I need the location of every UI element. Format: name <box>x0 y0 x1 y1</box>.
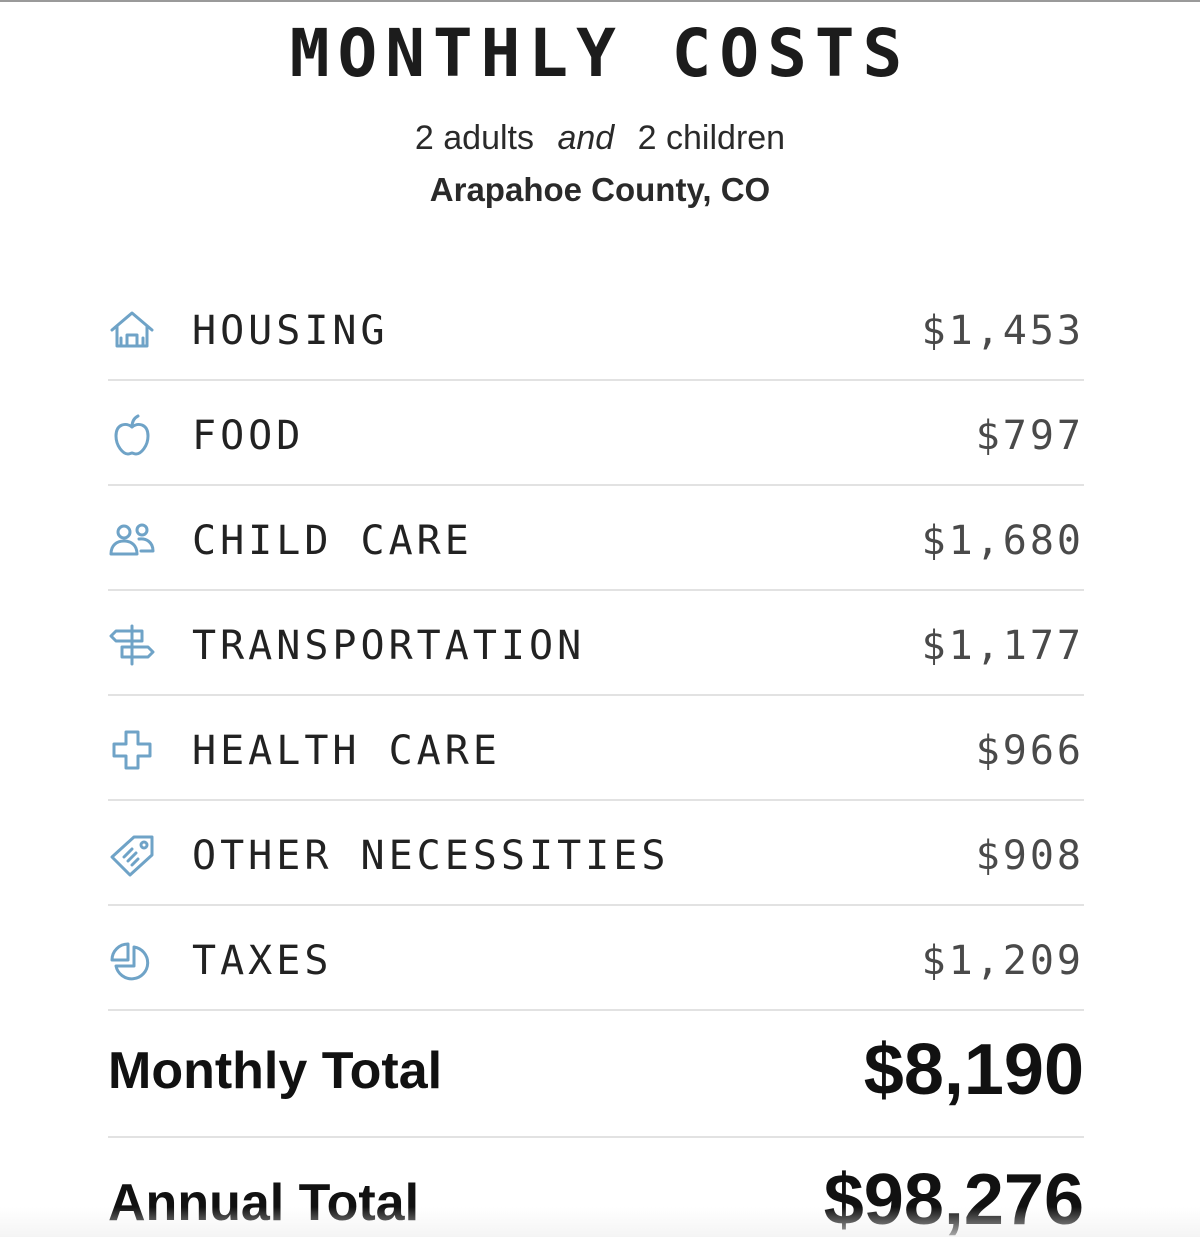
cost-label: FOOD <box>192 413 305 459</box>
pie-chart-icon <box>108 938 156 982</box>
cost-amount: $1,209 <box>921 938 1084 984</box>
cost-amount: $966 <box>975 728 1084 774</box>
annual-total-label: Annual Total <box>108 1174 420 1232</box>
cost-row-other-necessities: OTHER NECESSITIES $908 <box>108 801 1084 906</box>
signpost-icon <box>108 623 156 667</box>
price-tag-icon <box>108 833 156 877</box>
cost-amount: $1,680 <box>921 518 1084 564</box>
monthly-total-row: Monthly Total $8,190 <box>108 1000 1084 1138</box>
monthly-total-label: Monthly Total <box>108 1042 443 1100</box>
cost-amount: $1,453 <box>921 308 1084 354</box>
cost-amount: $797 <box>975 413 1084 459</box>
conjunction: and <box>557 119 615 157</box>
household-description: 2 adults and 2 children <box>0 116 1200 160</box>
location-label: Arapahoe County, CO <box>429 171 771 208</box>
cost-label: CHILD CARE <box>192 518 473 564</box>
cost-amount: $908 <box>975 833 1084 879</box>
cost-row-taxes: TAXES $1,209 <box>108 906 1084 1011</box>
cost-label: TRANSPORTATION <box>192 623 586 669</box>
cost-list: HOUSING $1,453 FOOD $797 <box>108 276 1084 1011</box>
cost-amount: $1,177 <box>921 623 1084 669</box>
annual-total-row: Annual Total $98,276 <box>108 1140 1084 1237</box>
cost-label: TAXES <box>192 938 333 984</box>
cost-row-child-care: CHILD CARE $1,680 <box>108 486 1084 591</box>
medical-cross-icon <box>108 728 156 772</box>
cost-label: HOUSING <box>192 308 389 354</box>
house-icon <box>108 308 156 352</box>
children-count: 2 children <box>637 119 786 157</box>
cost-label: HEALTH CARE <box>192 728 501 774</box>
annual-total-value: $98,276 <box>823 1160 1084 1237</box>
people-icon <box>108 518 156 562</box>
page-title: MONTHLY COSTS <box>289 15 911 92</box>
apple-icon <box>108 413 156 457</box>
cost-label: OTHER NECESSITIES <box>192 833 670 879</box>
cost-row-housing: HOUSING $1,453 <box>108 276 1084 381</box>
cost-row-food: FOOD $797 <box>108 381 1084 486</box>
cost-row-transportation: TRANSPORTATION $1,177 <box>108 591 1084 696</box>
monthly-total-value: $8,190 <box>863 1030 1084 1110</box>
cost-row-health-care: HEALTH CARE $966 <box>108 696 1084 801</box>
adults-count: 2 adults <box>414 119 535 157</box>
